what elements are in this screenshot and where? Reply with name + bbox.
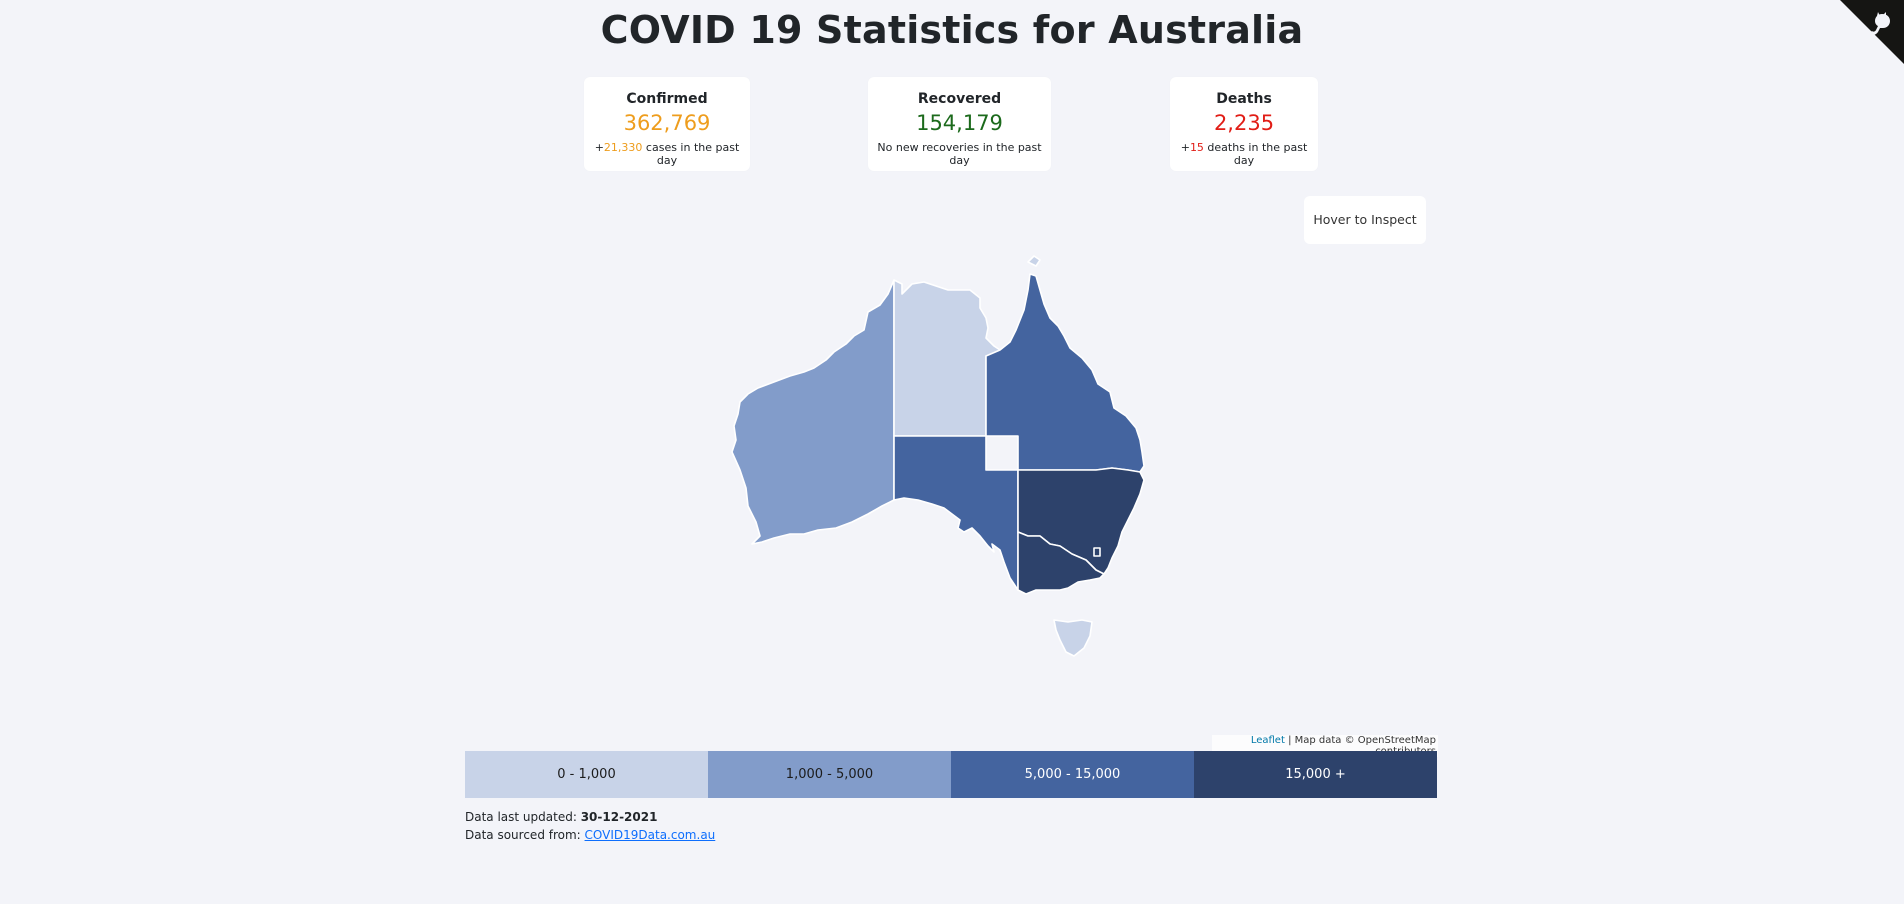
last-updated-label: Data last updated: (465, 810, 581, 824)
state-islands (1027, 255, 1041, 267)
data-footer: Data last updated: 30-12-2021 Data sourc… (465, 808, 715, 844)
confirmed-card: Confirmed 362,769 +21,330 cases in the p… (584, 77, 750, 171)
last-updated-value: 30-12-2021 (580, 810, 658, 824)
confirmed-delta-prefix: + (594, 141, 604, 154)
github-corner-icon[interactable] (1840, 0, 1904, 64)
legend-label-1: 1,000 - 5,000 (785, 767, 874, 782)
hover-info-box: Hover to Inspect (1304, 196, 1426, 244)
deaths-value: 2,235 (1213, 111, 1275, 135)
confirmed-delta-suffix: cases in the past day (642, 141, 740, 167)
page-title: COVID 19 Statistics for Australia (600, 8, 1304, 52)
confirmed-delta-value: 21,330 (603, 141, 643, 154)
confirmed-value: 362,769 (623, 111, 711, 135)
legend-label-3: 15,000 + (1285, 767, 1346, 782)
data-source-label: Data sourced from: (465, 828, 585, 842)
attribution-separator: | (1284, 735, 1295, 746)
state-queensland[interactable] (985, 273, 1145, 473)
legend-item-0: 0 - 1,000 (465, 751, 708, 798)
confirmed-delta-line: +21,330 cases in the past day (584, 141, 750, 167)
deaths-card-title: Deaths (1216, 91, 1272, 107)
recovered-value: 154,179 (916, 111, 1003, 135)
recovered-sub-line: No new recoveries in the past day (877, 141, 1042, 167)
state-tasmania[interactable] (1053, 619, 1093, 657)
recovered-card: Recovered 154,179 No new recoveries in t… (868, 77, 1051, 171)
recovered-card-title: Recovered (917, 91, 1002, 107)
legend-item-1: 1,000 - 5,000 (708, 751, 951, 798)
state-australian-capital-territory[interactable] (1093, 547, 1101, 557)
data-source-link[interactable]: COVID19Data.com.au (584, 828, 716, 842)
state-victoria[interactable] (1017, 531, 1105, 595)
data-source-line: Data sourced from: COVID19Data.com.au (465, 826, 715, 844)
legend-item-2: 5,000 - 15,000 (951, 751, 1194, 798)
legend-label-2: 5,000 - 15,000 (1024, 767, 1121, 782)
deaths-delta-line: +15 deaths in the past day (1170, 141, 1318, 167)
legend-label-0: 0 - 1,000 (557, 767, 616, 782)
map-legend: 0 - 1,000 1,000 - 5,000 5,000 - 15,000 1… (465, 751, 1437, 798)
last-updated-line: Data last updated: 30-12-2021 (465, 808, 715, 826)
confirmed-card-title: Confirmed (626, 91, 708, 107)
deaths-card: Deaths 2,235 +15 deaths in the past day (1170, 77, 1318, 171)
state-south-australia[interactable] (893, 435, 1019, 591)
deaths-delta-suffix: deaths in the past day (1203, 141, 1308, 167)
legend-item-3: 15,000 + (1194, 751, 1437, 798)
leaflet-link[interactable]: Leaflet (1250, 735, 1285, 746)
deaths-delta-value: 15 (1189, 141, 1204, 154)
deaths-delta-prefix: + (1180, 141, 1190, 154)
state-western-australia[interactable] (731, 279, 895, 545)
state-northern-territory[interactable] (893, 279, 1001, 437)
